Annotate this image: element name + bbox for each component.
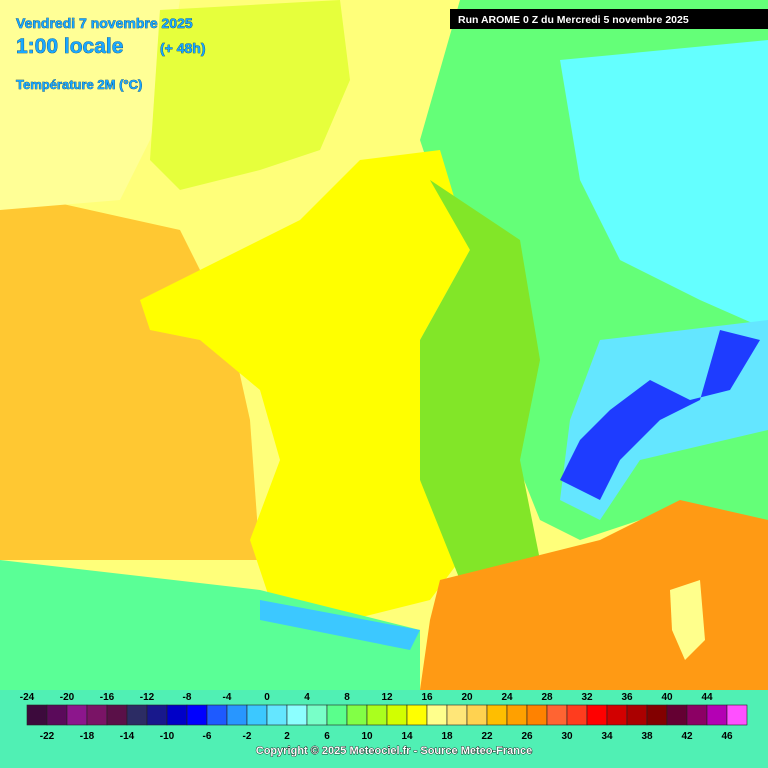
legend-label: 0 bbox=[264, 692, 270, 703]
legend-swatch bbox=[166, 704, 188, 726]
legend-label: 10 bbox=[361, 731, 373, 742]
legend-label: 20 bbox=[461, 692, 473, 703]
legend-label: -18 bbox=[80, 731, 95, 742]
legend-label: 28 bbox=[541, 692, 553, 703]
spain bbox=[0, 560, 420, 690]
legend-swatch bbox=[726, 704, 748, 726]
legend-label: 4 bbox=[304, 692, 310, 703]
legend-swatch bbox=[206, 704, 228, 726]
legend-label: 16 bbox=[421, 692, 433, 703]
legend-swatch bbox=[626, 704, 648, 726]
time-label: 1:00 locale bbox=[16, 35, 123, 58]
legend-swatch bbox=[86, 704, 108, 726]
legend-swatch bbox=[326, 704, 348, 726]
legend-label: -6 bbox=[203, 731, 212, 742]
legend-swatch bbox=[486, 704, 508, 726]
legend-swatch bbox=[346, 704, 368, 726]
legend-swatch bbox=[666, 704, 688, 726]
legend-swatch bbox=[426, 704, 448, 726]
legend-label: -22 bbox=[40, 731, 55, 742]
legend-swatch bbox=[126, 704, 148, 726]
legend-swatch bbox=[606, 704, 628, 726]
legend-swatch bbox=[246, 704, 268, 726]
legend-label: 38 bbox=[641, 731, 653, 742]
legend-swatch bbox=[266, 704, 288, 726]
date-label: Vendredi 7 novembre 2025 bbox=[16, 15, 193, 31]
legend-swatch bbox=[466, 704, 488, 726]
legend-swatch bbox=[366, 704, 388, 726]
legend-swatch bbox=[506, 704, 528, 726]
legend-swatch bbox=[406, 704, 428, 726]
legend-label: 42 bbox=[681, 731, 693, 742]
legend-label: 6 bbox=[324, 731, 330, 742]
legend-swatch bbox=[586, 704, 608, 726]
legend-swatch bbox=[106, 704, 128, 726]
legend-swatch bbox=[446, 704, 468, 726]
legend-swatch bbox=[286, 704, 308, 726]
legend-swatch bbox=[66, 704, 88, 726]
legend-label: 8 bbox=[344, 692, 350, 703]
legend-label: 26 bbox=[521, 731, 533, 742]
legend-swatch bbox=[646, 704, 668, 726]
legend-label: -24 bbox=[20, 692, 35, 703]
legend-swatch bbox=[146, 704, 168, 726]
legend: -24-22-20-18-16-14-12-10-8-6-4-202468101… bbox=[20, 692, 748, 742]
legend-swatch bbox=[526, 704, 548, 726]
legend-label: 34 bbox=[601, 731, 613, 742]
legend-label: 24 bbox=[501, 692, 513, 703]
legend-label: -16 bbox=[100, 692, 115, 703]
legend-label: 30 bbox=[561, 731, 573, 742]
germany-cold bbox=[560, 40, 768, 330]
legend-swatch bbox=[226, 704, 248, 726]
pyrenees bbox=[260, 600, 420, 650]
legend-label: -2 bbox=[243, 731, 252, 742]
legend-label: 2 bbox=[284, 731, 290, 742]
legend-label: 46 bbox=[721, 731, 733, 742]
legend-label: 12 bbox=[381, 692, 393, 703]
copyright: Copyright © 2025 Meteociel.fr - Source M… bbox=[256, 745, 532, 757]
run-box bbox=[450, 9, 768, 29]
legend-swatch bbox=[306, 704, 328, 726]
legend-label: 22 bbox=[481, 731, 493, 742]
legend-swatch bbox=[386, 704, 408, 726]
legend-swatch bbox=[26, 704, 48, 726]
legend-swatch bbox=[46, 704, 68, 726]
run-label: Run AROME 0 Z du Mercredi 5 novembre 202… bbox=[458, 14, 689, 26]
legend-label: 32 bbox=[581, 692, 593, 703]
corsica bbox=[670, 580, 705, 660]
france-east bbox=[420, 180, 540, 580]
legend-label: 44 bbox=[701, 692, 713, 703]
legend-label: 36 bbox=[621, 692, 633, 703]
legend-swatch bbox=[546, 704, 568, 726]
legend-label: -4 bbox=[223, 692, 232, 703]
legend-swatch bbox=[686, 704, 708, 726]
legend-label: -10 bbox=[160, 731, 175, 742]
lead-label: (+ 48h) bbox=[160, 40, 206, 56]
alps-peaks bbox=[560, 330, 760, 500]
legend-label: -8 bbox=[183, 692, 192, 703]
legend-swatch bbox=[566, 704, 588, 726]
legend-label: 18 bbox=[441, 731, 453, 742]
legend-background bbox=[0, 690, 768, 768]
legend-label: -12 bbox=[140, 692, 155, 703]
field-label: Température 2M (°C) bbox=[16, 77, 142, 92]
legend-label: -14 bbox=[120, 731, 135, 742]
legend-swatch bbox=[186, 704, 208, 726]
uk bbox=[150, 0, 350, 190]
france-west bbox=[140, 150, 470, 620]
legend-label: -20 bbox=[60, 692, 75, 703]
legend-label: 40 bbox=[661, 692, 673, 703]
legend-swatch bbox=[706, 704, 728, 726]
legend-label: 14 bbox=[401, 731, 413, 742]
uk-west bbox=[0, 0, 180, 210]
